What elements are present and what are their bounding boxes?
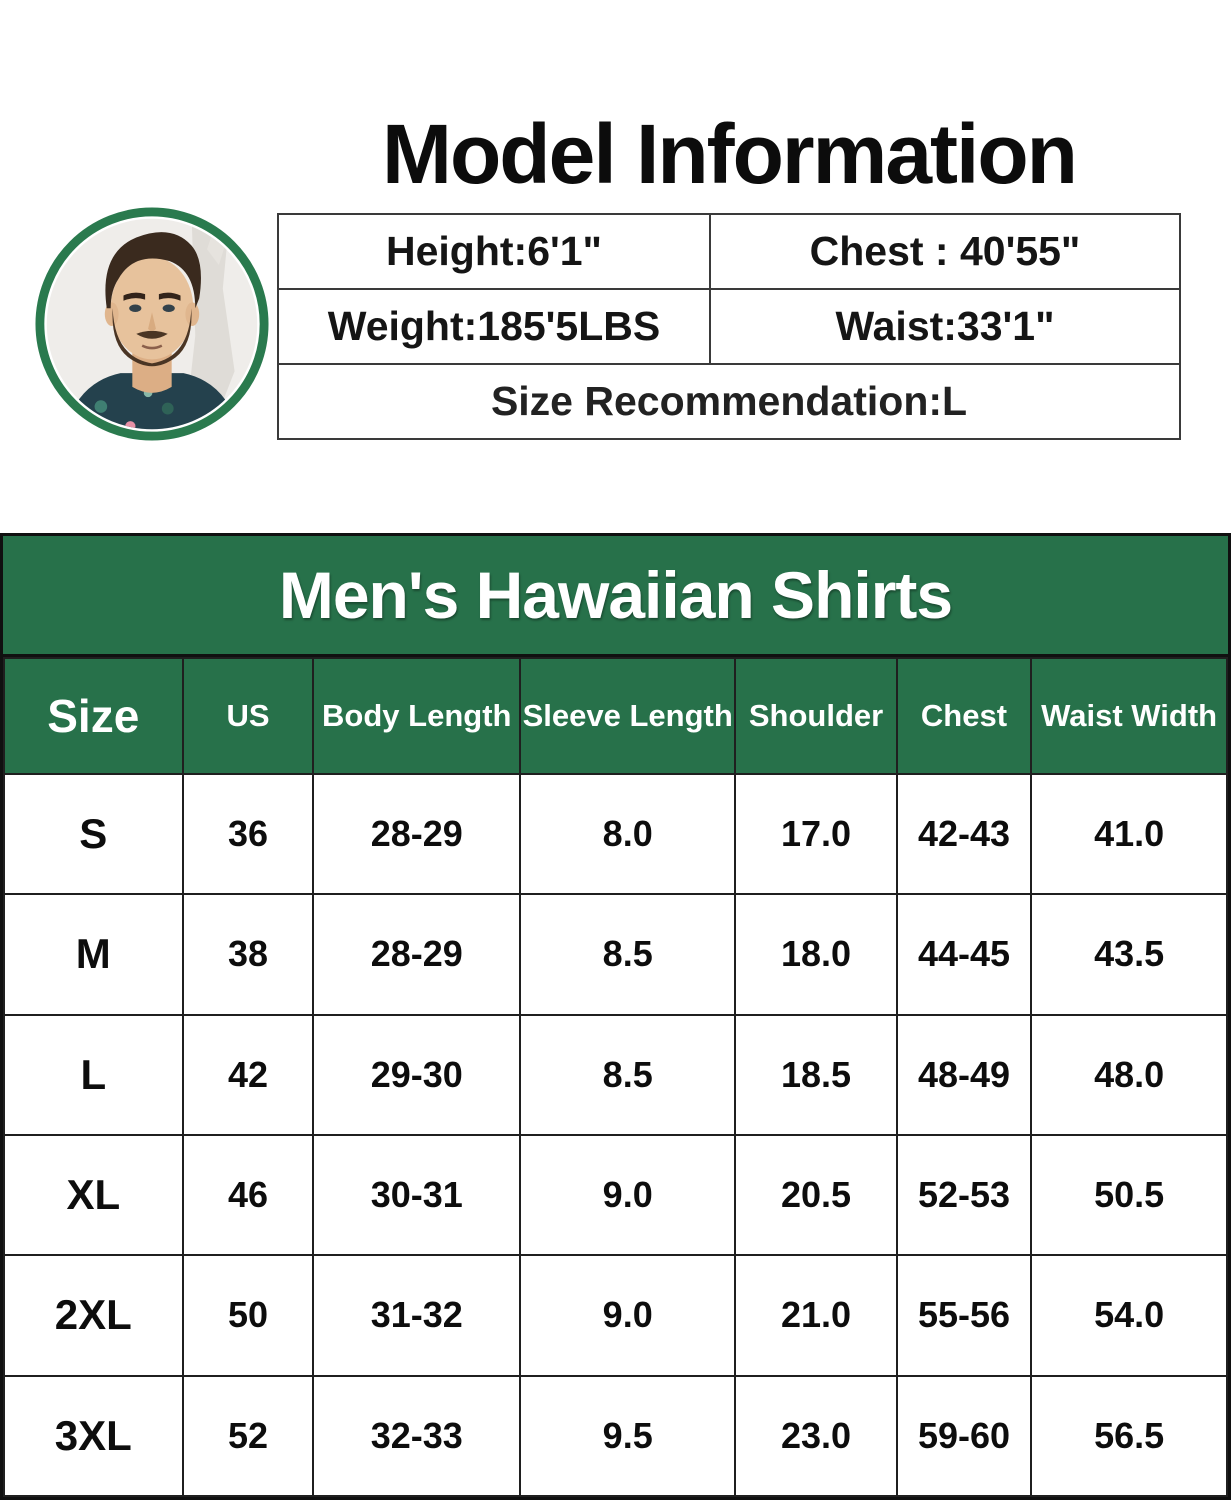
cell-body-length: 28-29 (312, 772, 522, 896)
model-info-row: Weight:185'5LBS Waist:33'1" (279, 290, 1179, 365)
model-portrait-illustration (35, 207, 269, 441)
cell-chest: 48-49 (895, 1013, 1033, 1136)
column-header-size: Size (3, 657, 184, 775)
cell-chest: 44-45 (895, 893, 1033, 1016)
size-recommendation: Size Recommendation:L (490, 378, 968, 424)
cell-shoulder: 18.5 (734, 1013, 898, 1136)
table-row-l: L 42 29-30 8.5 18.5 48-49 48.0 (3, 1013, 1228, 1136)
cell-waist-width: 50.5 (1030, 1133, 1228, 1257)
header-row: Size US Body Length Sleeve Length Should… (3, 657, 1228, 775)
model-info-row: Height:6'1" Chest : 40'55" (279, 215, 1179, 290)
column-header-sleeve-length: Sleeve Length (519, 657, 737, 775)
cell-us: 36 (181, 772, 315, 896)
size-chart-table: Size US Body Length Sleeve Length Should… (3, 657, 1228, 1498)
cell-waist-width: 54.0 (1030, 1254, 1228, 1377)
column-header-waist-width: Waist Width (1030, 657, 1228, 775)
column-header-us: US (181, 657, 315, 775)
table-row-2xl: 2XL 50 31-32 9.0 21.0 55-56 54.0 (3, 1254, 1228, 1377)
cell-us: 38 (181, 893, 315, 1016)
cell-waist-width: 41.0 (1030, 772, 1228, 896)
cell-chest: 59-60 (895, 1374, 1033, 1498)
cell-body-length: 30-31 (312, 1133, 522, 1257)
cell-sleeve-length: 8.5 (519, 893, 737, 1016)
cell-us: 46 (181, 1133, 315, 1257)
model-height: Height:6'1" (279, 215, 711, 288)
column-header-shoulder: Shoulder (734, 657, 898, 775)
model-info-row: Size Recommendation:L (279, 365, 1179, 438)
page-title: Model Information (382, 107, 1078, 201)
model-chest: Chest : 40'55" (809, 228, 1081, 274)
model-waist: Waist:33'1" (835, 303, 1055, 349)
cell-chest: 42-43 (895, 772, 1033, 896)
cell-body-length: 31-32 (312, 1254, 522, 1377)
cell-shoulder: 21.0 (734, 1254, 898, 1377)
cell-size: XL (3, 1133, 184, 1257)
cell-shoulder: 23.0 (734, 1374, 898, 1498)
cell-us: 52 (181, 1374, 315, 1498)
cell-sleeve-length: 9.0 (519, 1254, 737, 1377)
size-chart-section: Men's Hawaiian Shirts Size US Body Lengt… (0, 533, 1231, 1500)
cell-us: 50 (181, 1254, 315, 1377)
cell-body-length: 32-33 (312, 1374, 522, 1498)
cell-body-length: 28-29 (312, 893, 522, 1016)
model-info-table: Height:6'1" Chest : 40'55" Weight:185'5L… (277, 213, 1181, 440)
cell-waist-width: 56.5 (1030, 1374, 1228, 1498)
cell-size: 2XL (3, 1254, 184, 1377)
model-weight: Weight:185'5LBS (279, 290, 711, 363)
model-photo (34, 206, 270, 442)
cell-waist-width: 48.0 (1030, 1013, 1228, 1136)
cell-waist-width: 43.5 (1030, 893, 1228, 1016)
size-chart-title: Men's Hawaiian Shirts (3, 536, 1228, 657)
cell-size: M (3, 893, 184, 1016)
cell-size: L (3, 1013, 184, 1136)
table-row-3xl: 3XL 52 32-33 9.5 23.0 59-60 56.5 (3, 1374, 1228, 1498)
table-row-s: S 36 28-29 8.0 17.0 42-43 41.0 (3, 772, 1228, 896)
cell-sleeve-length: 8.5 (519, 1013, 737, 1136)
column-header-chest: Chest (895, 657, 1033, 775)
cell-chest: 52-53 (895, 1133, 1033, 1257)
cell-shoulder: 18.0 (734, 893, 898, 1016)
cell-sleeve-length: 8.0 (519, 772, 737, 896)
cell-sleeve-length: 9.0 (519, 1133, 737, 1257)
table-row-xl: XL 46 30-31 9.0 20.5 52-53 50.5 (3, 1133, 1228, 1257)
cell-chest: 55-56 (895, 1254, 1033, 1377)
table-row-m: M 38 28-29 8.5 18.0 44-45 43.5 (3, 893, 1228, 1016)
column-header-body-length: Body Length (312, 657, 522, 775)
cell-shoulder: 17.0 (734, 772, 898, 896)
cell-size: S (3, 772, 184, 896)
cell-us: 42 (181, 1013, 315, 1136)
cell-shoulder: 20.5 (734, 1133, 898, 1257)
cell-body-length: 29-30 (312, 1013, 522, 1136)
cell-sleeve-length: 9.5 (519, 1374, 737, 1498)
cell-size: 3XL (3, 1374, 184, 1498)
